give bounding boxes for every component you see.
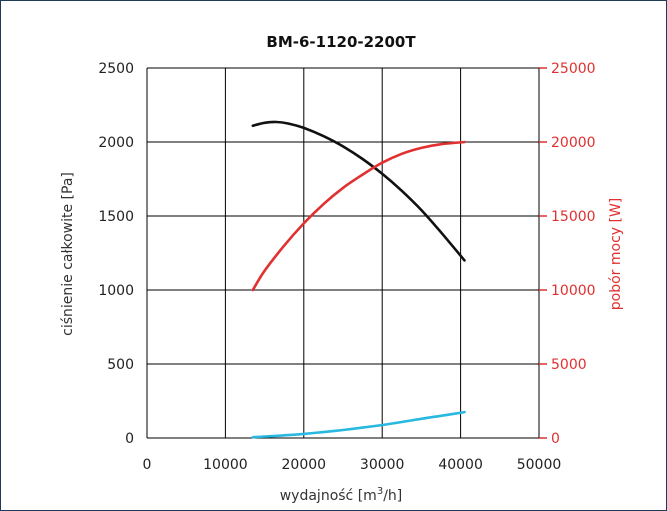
x-tick-label: 50000 — [517, 457, 562, 473]
x-tick-label: 30000 — [360, 457, 405, 473]
y-left-tick-label: 1000 — [98, 283, 134, 299]
y-left-tick-label: 2000 — [98, 135, 134, 151]
y-left-axis-label: ciśnienie całkowite [Pa] — [60, 172, 76, 336]
y-left-tick-labels: 0 500 1000 1500 2000 2500 — [98, 61, 134, 447]
y-right-tick-label: 5000 — [551, 357, 587, 373]
series-lines — [251, 120, 466, 439]
y-left-tick-label: 2500 — [98, 61, 134, 77]
y-left-tick-label: 500 — [107, 357, 134, 373]
y-right-axis-label: pobór mocy [W] — [608, 198, 624, 311]
y-right-tick-label: 15000 — [551, 209, 596, 225]
x-tick-label: 0 — [143, 457, 152, 473]
y-left-tick-label: 0 — [125, 431, 134, 447]
y-right-tick-label: 25000 — [551, 61, 596, 77]
y-left-tick-label: 1500 — [98, 209, 134, 225]
y-right-tick-labels: 0 5000 10000 15000 20000 25000 — [551, 61, 596, 447]
chart-grid — [146, 67, 547, 439]
x-tick-label: 20000 — [282, 457, 327, 473]
y-right-tick-label: 0 — [551, 431, 560, 447]
x-tick-labels: 0 10000 20000 30000 40000 50000 — [143, 457, 562, 473]
y-right-tick-label: 10000 — [551, 283, 596, 299]
y-right-tick-label: 20000 — [551, 135, 596, 151]
series-line-1 — [251, 120, 466, 262]
chart-title: BM-6-1120-2200T — [266, 33, 416, 51]
series-line-2 — [251, 140, 466, 292]
x-tick-label: 40000 — [438, 457, 483, 473]
x-tick-label: 10000 — [203, 457, 248, 473]
series-line-3 — [251, 410, 466, 439]
x-axis-label: wydajność [m3/h] — [280, 486, 403, 504]
